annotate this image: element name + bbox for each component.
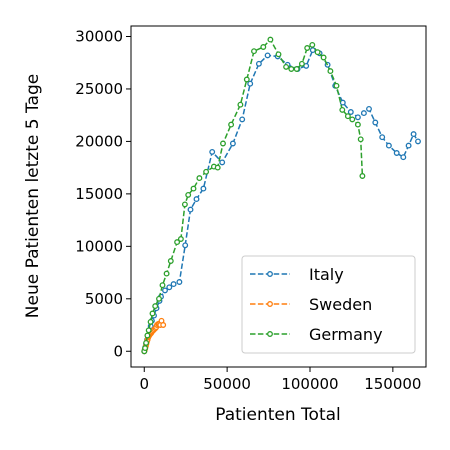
legend-label: Germany <box>309 325 383 344</box>
data-point-germany <box>197 176 202 181</box>
data-point-germany <box>153 304 158 309</box>
data-point-germany <box>294 67 299 72</box>
data-point-germany <box>315 50 320 55</box>
x-tick-label: 150000 <box>364 375 421 393</box>
data-point-italy <box>231 141 236 146</box>
data-point-germany <box>356 122 361 127</box>
data-point-italy <box>171 282 176 287</box>
data-point-germany <box>221 141 226 146</box>
y-tick-label: 10000 <box>75 237 123 255</box>
data-point-germany <box>328 69 333 74</box>
data-point-italy <box>380 135 385 140</box>
y-axis-label: Neue Patienten letzte 5 Tage <box>23 74 43 318</box>
data-point-germany <box>186 193 191 198</box>
data-point-germany <box>146 328 151 333</box>
data-point-italy <box>373 120 378 125</box>
y-tick-label: 15000 <box>75 185 123 203</box>
data-point-germany <box>245 77 250 82</box>
data-point-germany <box>157 297 162 302</box>
data-point-italy <box>416 139 421 144</box>
data-point-germany <box>350 117 355 122</box>
data-point-germany <box>164 271 169 276</box>
data-point-italy <box>341 100 346 105</box>
legend-marker <box>268 332 273 337</box>
y-tick-label: 25000 <box>75 80 123 98</box>
data-point-germany <box>252 49 257 54</box>
data-point-germany <box>150 311 155 316</box>
data-point-germany <box>321 55 326 60</box>
data-point-italy <box>394 151 399 156</box>
data-point-italy <box>177 280 182 285</box>
legend-label: Sweden <box>309 295 372 314</box>
data-point-germany <box>143 346 148 351</box>
data-point-sweden <box>161 323 166 328</box>
data-point-italy <box>248 81 253 86</box>
legend-label: Italy <box>309 265 344 284</box>
data-point-italy <box>210 150 215 155</box>
data-point-italy <box>194 197 199 202</box>
data-point-germany <box>215 165 220 170</box>
data-point-germany <box>268 37 273 42</box>
data-point-germany <box>204 170 209 175</box>
y-tick-label: 20000 <box>75 132 123 150</box>
y-tick-label: 30000 <box>75 27 123 45</box>
data-point-germany <box>358 137 363 142</box>
data-point-italy <box>265 53 270 58</box>
data-point-italy <box>367 107 372 112</box>
data-point-germany <box>148 320 153 325</box>
data-point-italy <box>201 186 206 191</box>
data-point-germany <box>276 52 281 57</box>
legend-marker <box>268 272 273 277</box>
data-point-germany <box>145 333 150 338</box>
data-point-germany <box>191 186 196 191</box>
data-point-italy <box>401 155 406 160</box>
x-tick-label: 0 <box>139 375 149 393</box>
data-point-germany <box>261 45 266 50</box>
data-point-germany <box>144 341 149 346</box>
data-point-italy <box>311 48 316 53</box>
y-tick-label: 5000 <box>85 290 123 308</box>
data-point-italy <box>387 143 392 148</box>
data-point-italy <box>240 117 245 122</box>
data-point-germany <box>183 202 188 207</box>
data-point-germany <box>289 67 294 72</box>
data-point-italy <box>257 62 262 67</box>
data-point-italy <box>406 143 411 148</box>
data-point-italy <box>163 288 168 293</box>
data-point-italy <box>220 160 225 165</box>
data-point-germany <box>169 259 174 264</box>
data-point-germany <box>346 114 351 119</box>
data-point-italy <box>411 132 416 137</box>
x-axis-label: Patienten Total <box>215 405 341 425</box>
data-point-germany <box>229 122 234 127</box>
data-point-italy <box>183 243 188 248</box>
data-point-germany <box>284 65 289 70</box>
x-tick-label: 100000 <box>281 375 338 393</box>
data-point-italy <box>188 207 193 212</box>
data-point-germany <box>305 46 310 51</box>
legend: Italy Sweden Germany <box>242 256 415 353</box>
data-point-germany <box>160 283 165 288</box>
data-point-germany <box>310 43 315 48</box>
x-tick-label: 50000 <box>203 375 251 393</box>
data-point-germany <box>179 237 184 242</box>
data-point-italy <box>167 285 172 290</box>
legend-marker <box>268 302 273 307</box>
data-point-germany <box>334 84 339 89</box>
data-point-germany <box>238 102 243 107</box>
data-point-italy <box>356 115 361 120</box>
y-tick-label: 0 <box>113 342 123 360</box>
data-point-germany <box>340 108 345 113</box>
data-point-germany <box>300 62 305 67</box>
data-point-germany <box>360 174 365 179</box>
data-point-italy <box>362 111 367 116</box>
